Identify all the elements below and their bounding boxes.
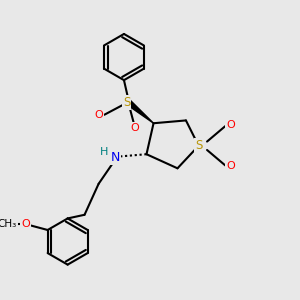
Polygon shape xyxy=(126,100,154,123)
Text: O: O xyxy=(21,219,30,230)
Text: O: O xyxy=(226,161,235,171)
Text: O: O xyxy=(226,120,235,130)
Text: CH₃: CH₃ xyxy=(0,219,16,230)
Text: H: H xyxy=(100,147,108,157)
Text: O: O xyxy=(95,110,103,120)
Text: S: S xyxy=(123,96,130,109)
Text: O: O xyxy=(131,123,140,133)
Text: N: N xyxy=(110,151,120,164)
Text: S: S xyxy=(195,139,202,152)
